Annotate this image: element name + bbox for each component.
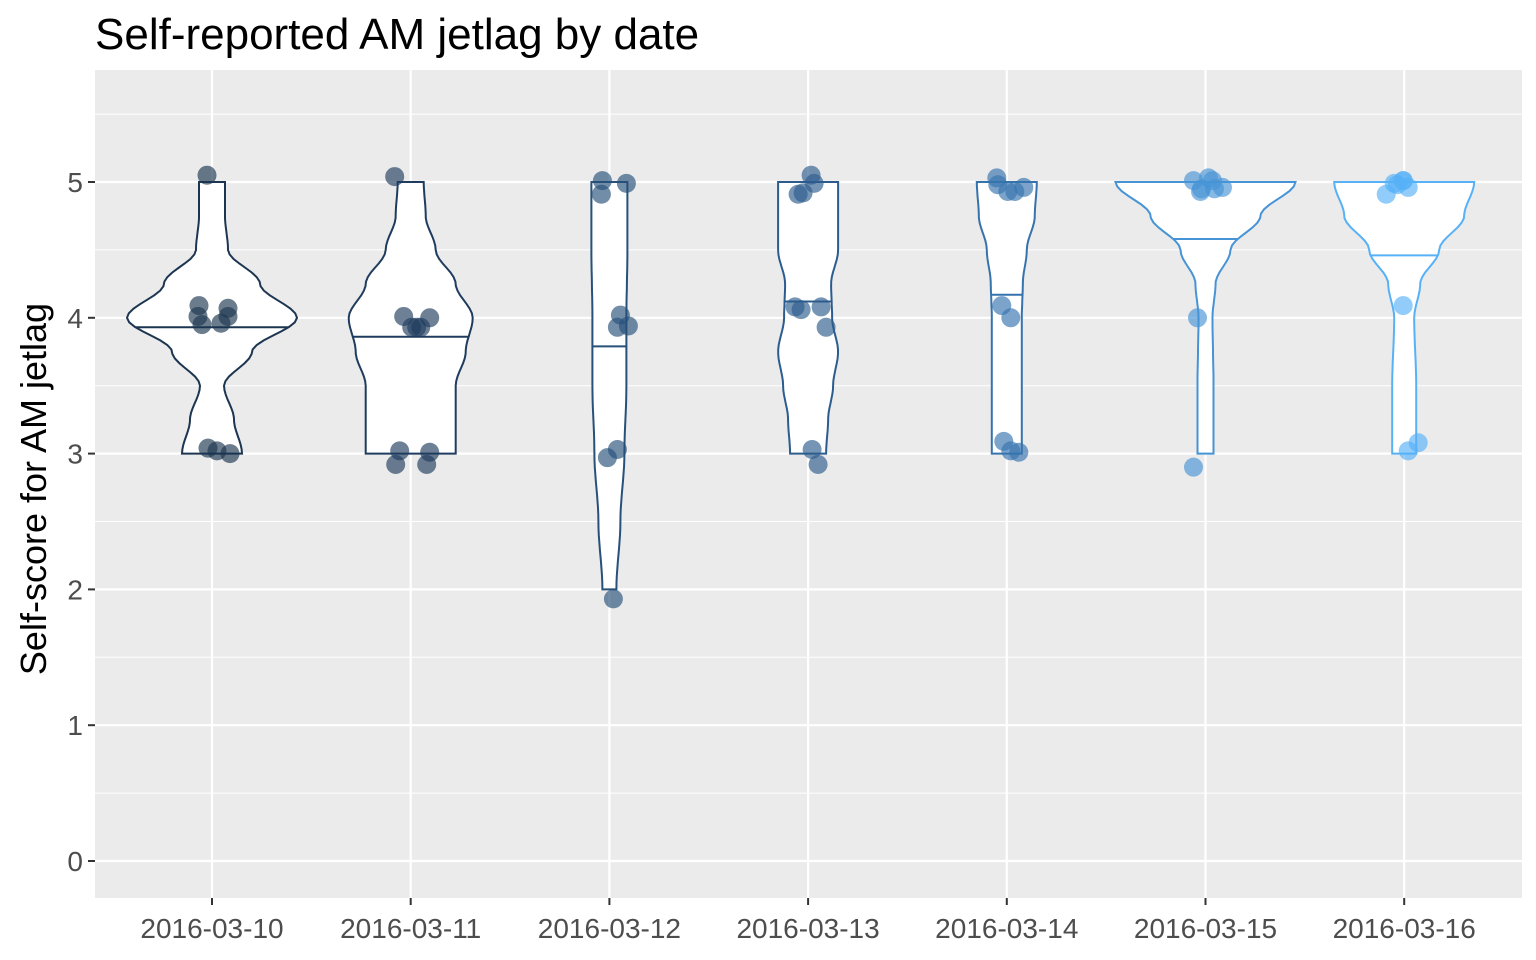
data-point bbox=[591, 184, 611, 204]
data-points bbox=[188, 165, 1428, 609]
data-point bbox=[618, 316, 638, 336]
data-point bbox=[1001, 308, 1021, 328]
data-point bbox=[816, 317, 836, 337]
x-tick-label: 2016-03-12 bbox=[538, 913, 681, 944]
violin-2016-03-13 bbox=[777, 181, 840, 455]
data-point bbox=[603, 589, 623, 609]
y-tick-label: 3 bbox=[67, 439, 83, 470]
y-tick-label: 2 bbox=[67, 574, 83, 605]
data-point bbox=[192, 315, 212, 335]
x-tick-label: 2016-03-15 bbox=[1134, 913, 1277, 944]
violin-2016-03-16 bbox=[1333, 181, 1476, 455]
data-point bbox=[607, 440, 627, 460]
data-point bbox=[197, 165, 217, 185]
data-point bbox=[420, 308, 440, 328]
y-axis: 0 1 2 3 4 5 bbox=[67, 167, 95, 877]
x-tick-label: 2016-03-10 bbox=[140, 913, 283, 944]
data-point bbox=[218, 298, 238, 318]
median-lines bbox=[135, 238, 1438, 348]
violin-2016-03-10 bbox=[125, 181, 299, 455]
chart-title: Self-reported AM jetlag by date bbox=[95, 10, 700, 59]
x-axis: 2016-03-10 2016-03-11 2016-03-12 2016-03-13… bbox=[140, 898, 1476, 944]
data-point bbox=[220, 444, 240, 464]
data-point bbox=[1398, 177, 1418, 197]
data-point bbox=[1014, 177, 1034, 197]
x-tick-label: 2016-03-16 bbox=[1333, 913, 1476, 944]
data-point bbox=[811, 297, 831, 317]
y-tick-label: 5 bbox=[67, 167, 83, 198]
y-axis-title: Self-score for AM jetlag bbox=[13, 303, 54, 675]
data-point bbox=[386, 454, 406, 474]
data-point bbox=[1184, 457, 1203, 477]
data-point bbox=[1205, 179, 1224, 199]
data-point bbox=[802, 440, 822, 460]
data-point bbox=[385, 167, 405, 187]
y-tick-label: 1 bbox=[67, 710, 83, 741]
data-point bbox=[1009, 442, 1029, 462]
data-point bbox=[808, 454, 828, 474]
data-point bbox=[592, 171, 612, 191]
data-point bbox=[1408, 433, 1428, 453]
x-tick-label: 2016-03-14 bbox=[935, 913, 1078, 944]
x-tick-label: 2016-03-11 bbox=[340, 913, 481, 944]
x-tick-label: 2016-03-13 bbox=[736, 913, 879, 944]
y-tick-label: 0 bbox=[67, 846, 83, 877]
data-point bbox=[616, 173, 636, 193]
y-tick-label: 4 bbox=[67, 303, 83, 334]
data-point bbox=[804, 173, 824, 193]
data-point bbox=[791, 300, 811, 320]
data-point bbox=[1393, 296, 1413, 316]
data-point bbox=[1188, 308, 1207, 328]
data-point bbox=[417, 454, 437, 474]
